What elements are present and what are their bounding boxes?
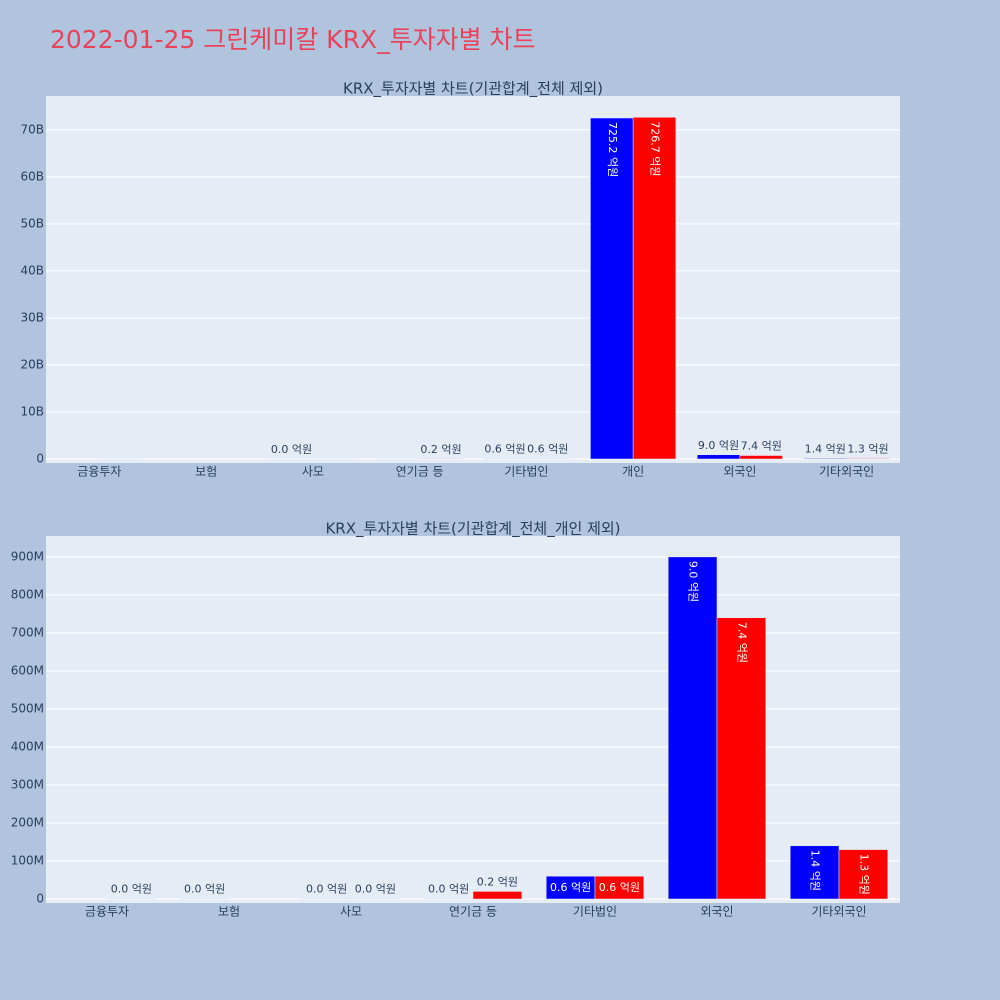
y-tick-label: 900M: [11, 549, 44, 563]
y-tick-label: 0: [36, 452, 44, 466]
data-label: 0.6 억원: [550, 881, 591, 894]
y-tick-label: 400M: [11, 739, 44, 753]
data-label: 0.0 억원: [271, 443, 312, 456]
x-tick-label: 보험: [218, 905, 240, 919]
bar: [846, 458, 890, 460]
data-label: 7.4 억원: [735, 622, 748, 663]
x-tick-label: 외국인: [700, 905, 733, 919]
y-tick-label: 600M: [11, 663, 44, 677]
bar: [472, 891, 523, 900]
data-label: 0.6 억원: [599, 881, 640, 894]
x-tick-label: 연기금 등: [449, 905, 497, 919]
y-tick-label: 30B: [20, 310, 44, 324]
x-tick-label: 기타외국인: [819, 465, 874, 479]
y-tick-label: 800M: [11, 587, 44, 601]
data-label: 1.4 억원: [809, 850, 822, 891]
data-label: 0.0 억원: [355, 883, 396, 896]
y-tick-label: 100M: [11, 853, 44, 867]
x-tick-label: 금융투자: [77, 465, 121, 479]
x-tick-label: 개인: [622, 465, 644, 479]
x-tick-label: 연기금 등: [396, 465, 444, 479]
data-label: 0.2 억원: [420, 443, 461, 456]
y-tick-label: 60B: [20, 169, 44, 183]
data-label: 9.0 억원: [687, 561, 700, 602]
bar: [696, 454, 741, 460]
data-label: 1.3 억원: [857, 854, 870, 895]
y-tick-label: 200M: [11, 815, 44, 829]
x-tick-label: 사모: [340, 905, 362, 919]
x-tick-label: 금융투자: [85, 905, 129, 919]
y-tick-label: 70B: [20, 122, 44, 136]
plot-area: [46, 96, 900, 463]
data-label: 1.3 억원: [847, 442, 888, 455]
y-tick-label: 0: [36, 892, 44, 906]
y-tick-label: 300M: [11, 777, 44, 791]
data-label: 0.0 억원: [428, 883, 469, 896]
data-label: 0.6 억원: [527, 443, 568, 456]
page-title: 2022-01-25 그린케미칼 KRX_투자자별 차트: [50, 25, 536, 54]
chart-title: KRX_투자자별 차트(기관합계_전체 제외): [343, 80, 603, 99]
bar: [667, 556, 718, 900]
data-label: 0.0 억원: [306, 883, 347, 896]
data-label: 9.0 억원: [698, 439, 739, 452]
x-tick-label: 외국인: [723, 465, 756, 479]
bar: [838, 849, 889, 900]
bar: [590, 117, 634, 460]
data-label: 0.6 억원: [484, 443, 525, 456]
bar: [803, 458, 847, 460]
y-tick-label: 10B: [20, 404, 44, 418]
data-label: 0.0 억원: [111, 883, 152, 896]
bar: [789, 845, 840, 900]
y-tick-label: 20B: [20, 357, 44, 371]
x-tick-label: 사모: [302, 465, 324, 479]
x-tick-label: 기타법인: [504, 465, 548, 479]
data-label: 725.2 억원: [606, 122, 619, 177]
data-label: 726.7 억원: [648, 121, 661, 176]
y-tick-label: 700M: [11, 625, 44, 639]
data-label: 0.0 억원: [184, 883, 225, 896]
chart-title: KRX_투자자별 차트(기관합계_전체_개인 제외): [325, 520, 620, 539]
y-tick-label: 50B: [20, 216, 44, 230]
x-tick-label: 보험: [195, 465, 217, 479]
x-tick-label: 기타외국인: [811, 905, 866, 919]
x-tick-label: 기타법인: [573, 905, 617, 919]
bar: [632, 117, 677, 460]
plot-area: [46, 536, 900, 903]
bar: [716, 617, 767, 900]
data-label: 0.2 억원: [477, 875, 518, 888]
bar: [594, 875, 645, 900]
bar: [739, 455, 783, 460]
data-label: 1.4 억원: [805, 442, 846, 455]
y-tick-label: 40B: [20, 263, 44, 277]
data-label: 7.4 억원: [741, 440, 782, 453]
y-tick-label: 500M: [11, 701, 44, 715]
